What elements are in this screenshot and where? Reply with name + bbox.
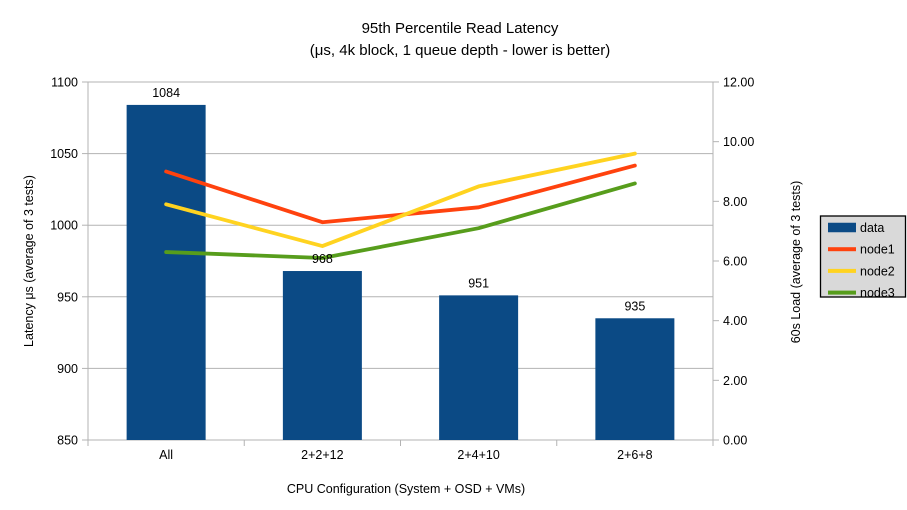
x-axis-category-label: 2+4+10 — [457, 448, 499, 462]
right-axis-tick-label: 0.00 — [723, 434, 747, 448]
right-axis-tick-label: 10.00 — [723, 135, 754, 149]
line-node3 — [164, 181, 637, 260]
right-axis-title: 60s Load (average of 3 tests) — [789, 181, 803, 344]
right-axis-tick-label: 2.00 — [723, 374, 747, 388]
x-axis-category-label: 2+2+12 — [301, 448, 343, 462]
legend-swatch-node3 — [828, 290, 856, 295]
legend-swatch-data — [828, 222, 856, 233]
x-axis-category-label: 2+6+8 — [617, 448, 653, 462]
bar-all — [126, 104, 206, 441]
legend-group: data node1 node2 node3 — [819, 215, 907, 300]
right-axis-tick-label: 4.00 — [723, 314, 747, 328]
line-series-group — [164, 151, 637, 260]
left-axis-tick-label: 1050 — [50, 147, 78, 161]
left-axis-tick-label: 1000 — [50, 219, 78, 233]
chart-subtitle: (μs, 4k block, 1 queue depth - lower is … — [310, 42, 610, 59]
right-axis-tick-label: 6.00 — [723, 255, 747, 269]
right-axis-tick-label: 8.00 — [723, 195, 747, 209]
left-axis-tick-label: 950 — [57, 290, 78, 304]
bar-2+2+12 — [282, 271, 362, 440]
left-axis-tick-label: 900 — [57, 362, 78, 376]
bar-2+6+8 — [595, 318, 675, 440]
chart-title: 95th Percentile Read Latency — [362, 20, 559, 37]
tick-labels-group: 850 900 950 1000 1050 1100 0.00 2.00 4.00 6.00 8.0… — [50, 76, 754, 463]
legend-swatch-node2 — [828, 268, 856, 273]
legend-swatch-node1 — [828, 247, 856, 252]
bar-series-group — [126, 104, 675, 441]
bar-2+4+10 — [439, 295, 519, 440]
left-axis-title: Latency μs (average of 3 tests) — [22, 175, 36, 347]
right-axis-tick-label: 12.00 — [723, 76, 754, 90]
legend-label-node1: node1 — [860, 243, 895, 257]
bar-value-label: 1084 — [152, 86, 180, 100]
bar-labels-group: 1084 968 951 935 — [152, 86, 645, 313]
line-node2 — [164, 151, 637, 248]
bar-value-label: 968 — [312, 252, 333, 266]
x-axis-title: CPU Configuration (System + OSD + VMs) — [287, 482, 525, 496]
left-axis-tick-label: 850 — [57, 434, 78, 448]
line-node1 — [164, 163, 637, 225]
bar-value-label: 935 — [624, 299, 645, 313]
left-axis-tick-label: 1100 — [51, 76, 78, 90]
legend-label-data: data — [860, 221, 884, 235]
legend-label-node2: node2 — [860, 264, 895, 278]
bar-value-label: 951 — [468, 276, 489, 290]
x-axis-category-label: All — [159, 448, 173, 462]
legend-label-node3: node3 — [860, 286, 895, 300]
